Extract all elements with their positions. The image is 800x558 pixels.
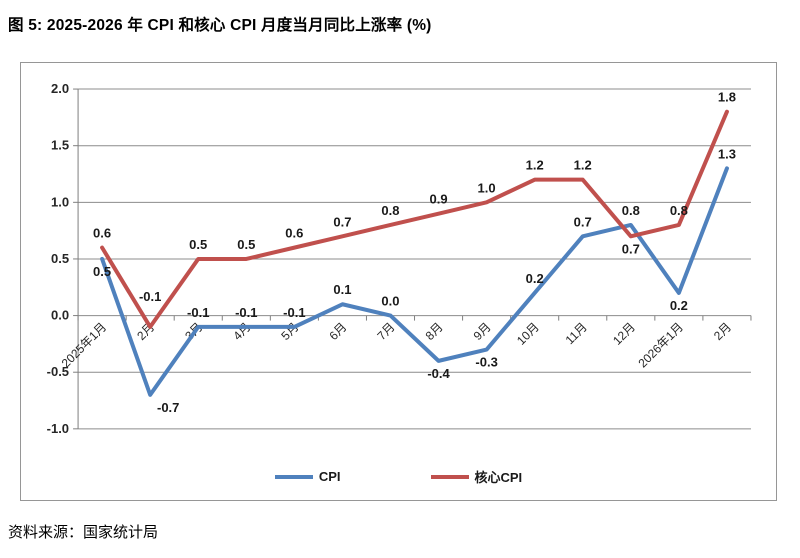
data-label: 0.6: [93, 226, 111, 241]
chart-legend: CPI 核心CPI: [21, 467, 776, 486]
legend-item-cpi: CPI: [274, 469, 341, 484]
data-label: 1.2: [574, 158, 592, 173]
data-label: 0.1: [333, 282, 351, 297]
x-tick-label: 2026年1月: [635, 320, 686, 371]
x-tick-label: 9月: [471, 320, 494, 343]
x-tick-label: 11月: [563, 320, 590, 347]
x-tick-label: 10月: [514, 320, 542, 348]
y-tick-label: 0.0: [51, 308, 69, 323]
source-note: 资料来源：国家统计局: [8, 524, 159, 541]
data-label: 0.9: [430, 192, 448, 207]
chart-frame: 2.0 1.5 1.0 0.5 0.0 -0.5 -1.0 2025年1月 2月 3月 4月 5月 6月…: [20, 62, 777, 501]
data-label: -0.1: [235, 305, 257, 320]
data-label: -0.3: [475, 355, 497, 370]
data-label: 0.8: [381, 203, 399, 218]
core-cpi-line: [100, 109, 729, 329]
legend-label-cpi: CPI: [318, 469, 341, 484]
data-label: -0.4: [427, 366, 450, 381]
legend-item-core-cpi: 核心CPI: [430, 467, 523, 486]
data-label: 0.6: [285, 226, 303, 241]
data-label: 0.7: [333, 214, 351, 229]
data-label: 1.3: [718, 146, 736, 161]
x-tick-label: 7月: [375, 320, 398, 343]
y-tick-label: -1.0: [47, 421, 69, 436]
data-label: 0.2: [526, 271, 544, 286]
data-label: 0.2: [670, 298, 688, 313]
data-label: 0.7: [622, 241, 640, 256]
y-tick-label: -0.5: [47, 364, 69, 379]
cpi-line-swatch: [274, 474, 313, 479]
x-tick-label: 8月: [423, 320, 446, 343]
data-label: 0.5: [93, 264, 111, 279]
data-label: 0.8: [622, 203, 640, 218]
data-label: 1.0: [478, 180, 496, 195]
x-tick-label: 6月: [326, 320, 349, 343]
data-label: 1.2: [526, 158, 544, 173]
y-tick-label: 2.0: [51, 81, 69, 96]
data-label: -0.1: [283, 305, 305, 320]
data-label: 1.8: [718, 90, 736, 105]
x-tick-label: 2月: [711, 320, 734, 343]
data-label: 0.5: [189, 237, 207, 252]
data-label: 0.0: [381, 294, 399, 309]
x-tick-label: 2025年1月: [59, 320, 110, 371]
legend-label-core-cpi: 核心CPI: [474, 470, 523, 485]
y-tick-label: 1.0: [51, 194, 69, 209]
y-tick-label: 1.5: [51, 138, 69, 153]
core-cpi-line-swatch: [430, 474, 469, 479]
data-label: -0.1: [187, 305, 209, 320]
data-label: 0.5: [237, 237, 255, 252]
x-tick-label: 12月: [610, 320, 638, 348]
data-label: 0.7: [574, 214, 592, 229]
x-tick-label: 4月: [230, 320, 253, 343]
data-label: -0.7: [157, 400, 179, 415]
data-label: -0.1: [139, 289, 161, 304]
y-tick-label: 0.5: [51, 251, 69, 266]
data-label: 0.8: [670, 203, 688, 218]
figure-title: 图 5: 2025-2026 年 CPI 和核心 CPI 月度当月同比上涨率 (…: [8, 17, 432, 34]
